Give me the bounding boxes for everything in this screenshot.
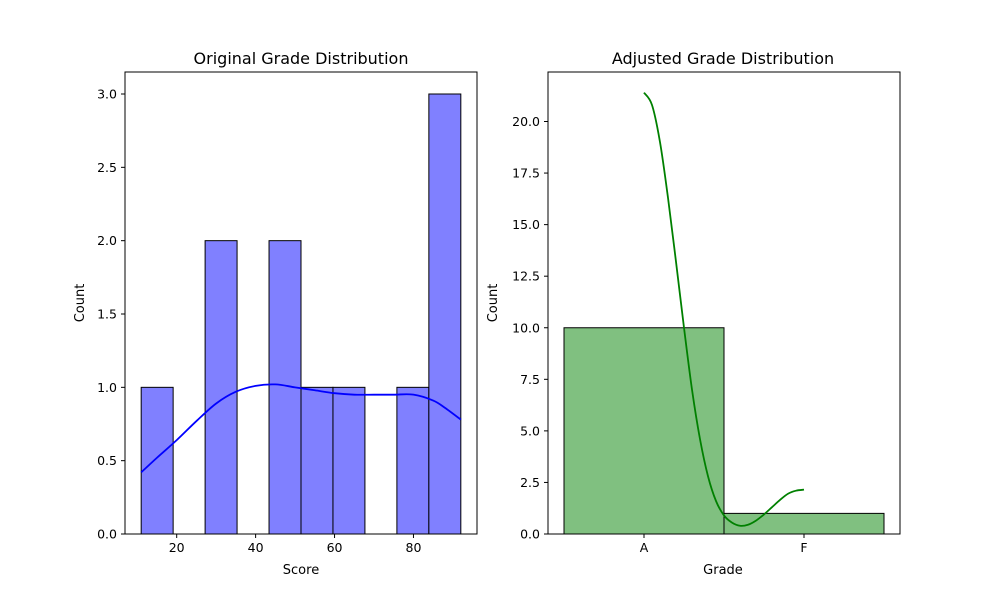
histogram-bar	[204, 240, 238, 535]
histogram-bars	[563, 327, 885, 535]
y-tick-label: 20.0	[512, 114, 540, 129]
y-tick-label: 2.5	[520, 475, 540, 490]
y-axis-ticks: 0.0 2.5 5.0 7.5 10.0 12.5 15.0 17.5 20.0	[512, 114, 548, 542]
chart-title: Adjusted Grade Distribution	[612, 49, 834, 68]
histogram-bars	[140, 93, 462, 535]
y-tick-label: 17.5	[512, 166, 540, 181]
y-axis-label: Count	[486, 284, 501, 323]
x-tick-label: 20	[169, 540, 185, 555]
y-axis-ticks: 0.0 0.5 1.0 1.5 2.0 2.5 3.0	[97, 87, 125, 542]
y-tick-label: 2.0	[97, 233, 117, 248]
y-tick-label: 0.0	[520, 527, 540, 542]
x-tick-label: 60	[327, 540, 343, 555]
y-tick-label: 10.0	[512, 320, 540, 335]
y-tick-label: 0.0	[97, 527, 117, 542]
x-tick-label: 80	[406, 540, 422, 555]
x-tick-label: F	[800, 540, 807, 555]
plot-frame	[124, 71, 478, 535]
histogram-bar	[140, 386, 174, 535]
histogram-bar	[428, 93, 462, 535]
histogram-bar	[300, 386, 334, 535]
kde-curve	[140, 383, 462, 474]
kde-curve	[643, 92, 805, 527]
y-tick-label: 1.5	[97, 307, 117, 322]
x-axis-label: Score	[283, 563, 319, 578]
plot-frame	[547, 71, 901, 535]
y-tick-label: 7.5	[520, 372, 540, 387]
x-tick-label: 40	[248, 540, 264, 555]
histogram-bar	[563, 327, 725, 535]
x-tick-label: A	[640, 540, 649, 555]
y-tick-label: 15.0	[512, 217, 540, 232]
y-tick-label: 5.0	[520, 423, 540, 438]
y-tick-label: 2.5	[97, 160, 117, 175]
histogram-bar	[332, 386, 366, 535]
y-tick-label: 0.5	[97, 453, 117, 468]
y-tick-label: 12.5	[512, 269, 540, 284]
chart-title: Original Grade Distribution	[194, 49, 409, 68]
y-tick-label: 3.0	[97, 87, 117, 102]
x-axis-ticks: 20 40 60 80	[169, 534, 422, 555]
histogram-bar	[396, 386, 430, 535]
histogram-bar	[723, 512, 885, 535]
x-axis-label: Grade	[703, 563, 743, 578]
original-grade-chart: Original Grade Distribution 20 40 60 80 0.0…	[73, 49, 478, 578]
y-axis-label: Count	[73, 284, 88, 323]
y-tick-label: 1.0	[97, 380, 117, 395]
